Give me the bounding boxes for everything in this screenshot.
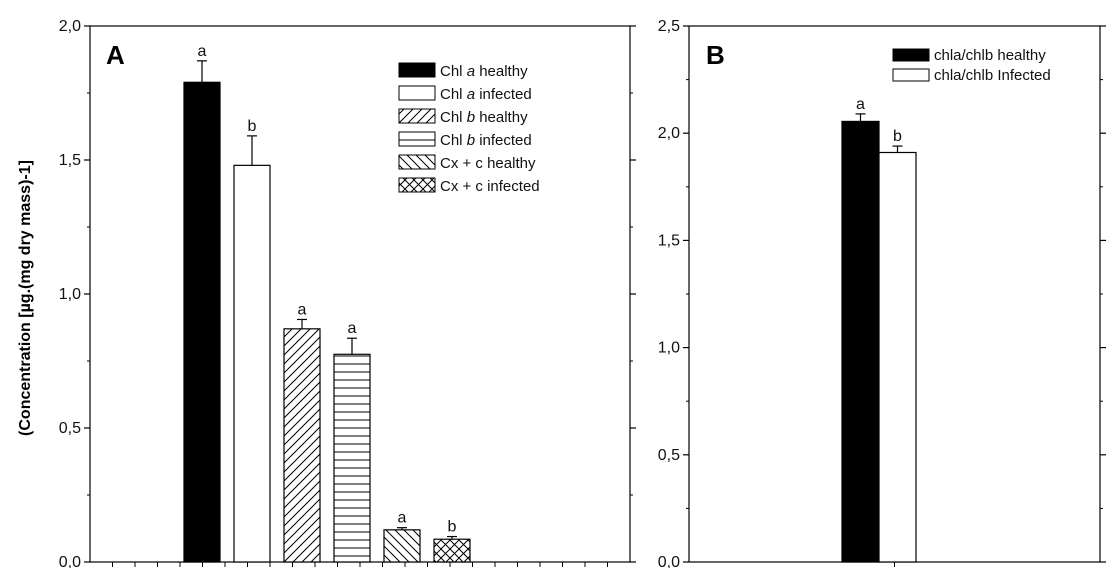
- legend-label: Chl b healthy: [440, 109, 528, 126]
- y-tick-label: 2,0: [59, 18, 81, 35]
- y-tick-label: 1,0: [59, 286, 81, 303]
- y-tick-label: 0,0: [658, 554, 680, 568]
- legend-label: Chl a healthy: [440, 63, 528, 80]
- y-axis-label: (Concentration [µg.(mg dry mass)-1]: [17, 160, 34, 436]
- legend-swatch: [398, 85, 436, 101]
- y-tick-label: 0,0: [59, 554, 81, 568]
- y-tick-label: 2,0: [658, 125, 680, 142]
- bar: [878, 151, 917, 563]
- significance-label: a: [348, 320, 357, 337]
- bar: [383, 529, 421, 563]
- significance-label: a: [298, 301, 307, 318]
- panel-letter: A: [106, 40, 125, 70]
- y-tick-label: 0,5: [59, 420, 81, 437]
- bar: [333, 353, 371, 563]
- legend-label: Cx + c healthy: [440, 155, 536, 172]
- legend-label: chla/chlb Infected: [934, 67, 1051, 84]
- legend-swatch: [398, 131, 436, 147]
- significance-label: a: [198, 43, 207, 60]
- significance-label: b: [893, 128, 902, 145]
- legend-label: chla/chlb healthy: [934, 47, 1046, 64]
- panel-letter: B: [706, 40, 725, 70]
- legend-label: Cx + c infected: [440, 178, 540, 195]
- bar: [283, 328, 321, 563]
- significance-label: b: [448, 519, 457, 536]
- significance-label: a: [856, 96, 865, 113]
- significance-label: a: [398, 510, 407, 527]
- y-tick-label: 1,5: [658, 232, 680, 249]
- panel-a-chart: 0,0 0,5 1,0 1,5 2,0 A a b a a a b Chl a healthy Chl a…: [59, 18, 636, 568]
- bar: [183, 81, 221, 563]
- significance-label: b: [248, 118, 257, 135]
- legend-swatch: [398, 154, 436, 170]
- legend-swatch: [892, 48, 930, 62]
- legend-label: Chl b infected: [440, 132, 532, 149]
- legend-label: Chl a infected: [440, 86, 532, 103]
- y-tick-label: 1,5: [59, 152, 81, 169]
- panel-b-chart: 0,0 0,5 1,0 1,5 2,0 2,5 Ba b chla/chlb healthy ch…: [658, 18, 1106, 568]
- bar: [433, 538, 471, 563]
- legend-swatch: [892, 68, 930, 82]
- legend-swatch: [398, 108, 436, 124]
- y-tick-label: 0,5: [658, 447, 680, 464]
- legend-swatch: [398, 177, 436, 193]
- y-tick-label: 2,5: [658, 18, 680, 35]
- y-tick-label: 1,0: [658, 340, 680, 357]
- bar: [841, 120, 880, 563]
- legend-swatch: [398, 62, 436, 78]
- bar: [233, 164, 271, 563]
